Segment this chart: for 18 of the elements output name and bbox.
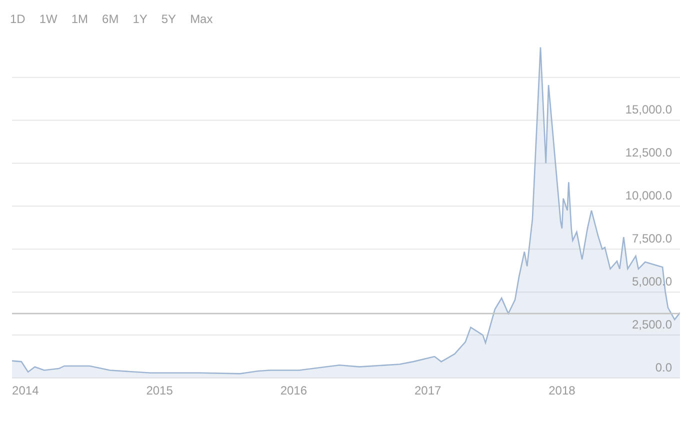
annotation: 1W (39, 12, 58, 26)
y-tick-label: 0.0 (655, 360, 672, 374)
x-tick-label: 2018 (548, 384, 576, 398)
annotation: 1D (10, 12, 26, 26)
annotation: 1M (71, 12, 88, 26)
y-tick-label: 7,500.0 (632, 231, 672, 246)
x-tick-label: 2015 (146, 384, 174, 398)
annotation: 1Y (132, 12, 148, 26)
y-tick-label: 10,000.0 (625, 188, 672, 202)
x-tick-label: 2014 (12, 384, 40, 398)
annotation: 5Y (161, 12, 176, 26)
y-tick-label: 12,500.0 (625, 145, 672, 160)
x-tick-label: 2017 (414, 384, 442, 398)
y-tick-label: 2,500.0 (632, 317, 672, 332)
y-tick-label: 15,000.0 (625, 102, 672, 117)
annotation: Max (190, 12, 213, 26)
x-tick-label: 2016 (280, 384, 308, 398)
annotation: 6M (102, 12, 119, 26)
